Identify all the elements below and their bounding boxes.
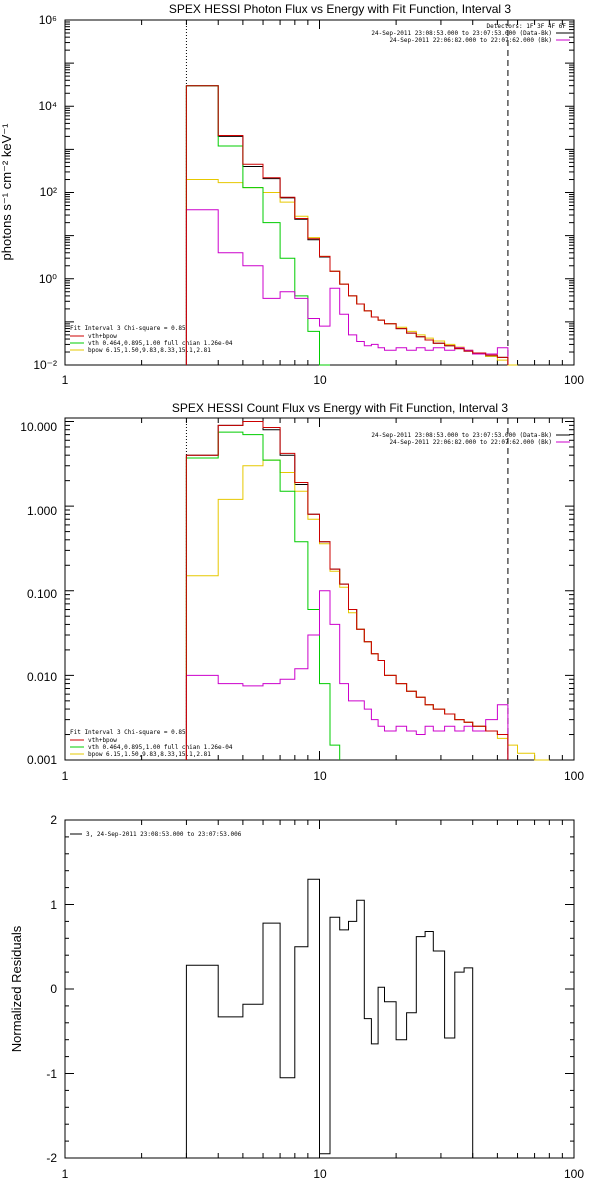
y-tick-label: 0.001 [27,753,57,767]
y-tick-label: 10⁶ [39,13,57,27]
count-flux-panel: SPEX HESSI Count Flux vs Energy with Fit… [20,401,584,783]
legend-label-background-interval: 24-Sep-2011 22:06:82.000 to 22:07:62.000… [389,439,552,446]
photon-flux-panel: SPEX HESSI Photon Flux vs Energy with Fi… [0,2,584,387]
x-tick-label: 10 [313,769,327,783]
y-tick-label: 2 [50,813,57,827]
y-tick-label: 1.000 [27,504,57,518]
series-line-bpow [185,459,550,761]
photon-flux-y-ticks: 10⁻² 10⁰ 10² 10⁴ 10⁶ [33,13,57,372]
x-tick-label: 10 [313,373,327,387]
legend-label-data-interval: 24-Sep-2011 23:08:53.000 to 23:07:53.000… [371,432,552,439]
legend-label-background-interval: 24-Sep-2011 22:06:82.000 to 22:07:62.000… [389,37,552,44]
series-line-total_fit [185,85,509,365]
residuals-x-ticks: 1 10 100 [62,1167,585,1181]
count-flux-y-ticks: 0.001 0.010 0.100 1.000 10.000 [20,420,57,767]
y-tick-label: 0.010 [27,670,57,684]
x-tick-label: 10 [313,1167,327,1181]
y-tick-label: -1 [46,1067,57,1081]
residuals-y-ticks: -2 -1 0 1 2 [46,813,57,1165]
legend-label-vth: vth 0.464,0.895,1.00 full chian 1.26e-04 [88,744,233,751]
panel-0-marks [64,19,575,366]
y-tick-label: 0.100 [27,587,57,601]
residuals-legend: 3, 24-Sep-2011 23:08:53.000 to 23:07:53.… [70,831,242,838]
legend-label-data-interval: 24-Sep-2011 23:08:53.000 to 23:07:53.000… [371,30,552,37]
count-flux-legend-left: Fit Interval 3 Chi-square = 0.85 vth+bpo… [70,729,233,758]
series-line-background [185,590,509,760]
series-line-vth [185,431,341,760]
y-tick-label: 10.000 [20,420,57,434]
detectors-label: Detectors: 1F 3F 4F 6F [487,23,567,30]
count-flux-x-ticks: 1 10 100 [62,769,585,783]
legend-label-bpow: bpow 6.15,1.50,9.83,8.33,15.1,2.81 [88,347,211,354]
y-tick-label: 10⁰ [39,272,57,286]
fit-info-label: Fit Interval 3 Chi-square = 0.85 [70,325,186,332]
x-tick-label: 1 [62,769,69,783]
legend-label-vth: vth 0.464,0.895,1.00 full chian 1.26e-04 [88,340,233,347]
x-tick-label: 1 [62,373,69,387]
series-line-vth [185,85,330,366]
legend-label-total-fit: vth+bpow [88,737,117,744]
photon-flux-legend-left: Fit Interval 3 Chi-square = 0.85 vth+bpo… [70,325,233,354]
count-flux-legend-right: 24-Sep-2011 23:08:53.000 to 23:07:53.000… [371,432,570,446]
y-tick-label: -2 [46,1151,57,1165]
residuals-y-axis-label: Normalized Residuals [9,925,24,1052]
series-line-total_fit [185,421,509,760]
x-tick-label: 100 [564,373,584,387]
legend-label-residuals: 3, 24-Sep-2011 23:08:53.000 to 23:07:53.… [86,831,242,838]
panel-1-marks [64,418,575,761]
series-line-data [185,85,509,365]
photon-flux-title: SPEX HESSI Photon Flux vs Energy with Fi… [169,2,511,16]
y-tick-label: 10⁻² [33,358,57,372]
panel-2-marks [64,819,575,1159]
series-line-bpow [185,179,518,366]
photon-flux-plot-frame [64,19,575,366]
count-flux-title: SPEX HESSI Count Flux vs Energy with Fit… [172,401,508,415]
residuals-panel: Normalized Residuals 1 10 100 -2 -1 0 1 … [9,813,584,1181]
series-line-data [185,878,474,1158]
y-tick-label: 0 [50,982,57,996]
series-line-background [185,209,509,365]
photon-flux-legend-right: Detectors: 1F 3F 4F 6F 24-Sep-2011 23:08… [371,23,570,44]
y-tick-label: 10² [40,185,57,199]
x-tick-label: 100 [564,1167,584,1181]
legend-label-total-fit: vth+bpow [88,333,117,340]
chart-marks [64,19,575,1159]
photon-flux-x-ticks: 1 10 100 [62,373,585,387]
legend-label-bpow: bpow 6.15,1.50,9.83,8.33,15.1,2.81 [88,751,211,758]
y-tick-label: 10⁴ [38,99,57,113]
series-line-data [185,421,509,760]
x-tick-label: 100 [564,769,584,783]
fit-info-label: Fit Interval 3 Chi-square = 0.85 [70,729,186,736]
photon-flux-y-axis-label: photons s⁻¹ cm⁻² keV⁻¹ [0,123,14,261]
x-tick-label: 1 [62,1167,69,1181]
y-tick-label: 1 [50,898,57,912]
